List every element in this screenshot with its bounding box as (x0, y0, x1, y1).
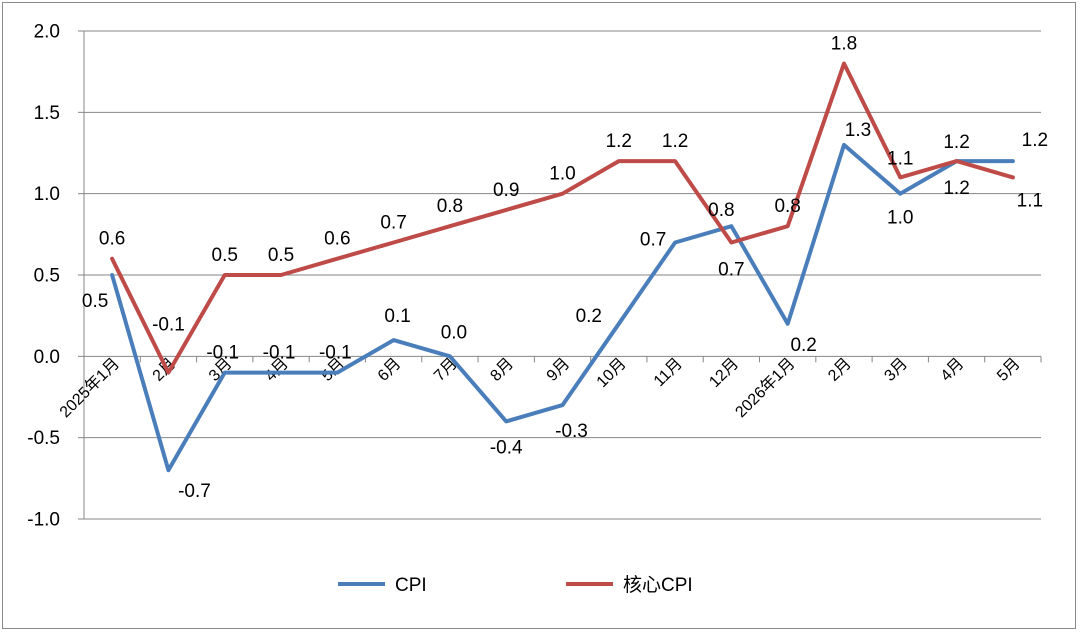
data-label: -0.4 (490, 437, 523, 458)
data-label: 1.2 (662, 131, 688, 152)
data-label: 0.5 (212, 245, 238, 266)
data-label: 0.8 (437, 196, 463, 217)
series-lines (110, 61, 1015, 473)
data-label: 1.1 (887, 148, 913, 169)
data-label: 1.1 (1017, 190, 1043, 211)
y-tick-label: 0.5 (34, 266, 60, 287)
data-label: 1.2 (943, 132, 969, 153)
data-label: 0.6 (99, 229, 125, 250)
y-tick-label: -1.0 (27, 510, 60, 531)
x-tick-label: 11月 (651, 355, 686, 390)
y-tick-label: 1.5 (34, 103, 60, 124)
data-label: 0.2 (576, 306, 602, 327)
x-tick-label: 10月 (594, 355, 630, 391)
x-tick-label: 8月 (487, 355, 517, 385)
data-label: 1.0 (887, 208, 913, 229)
legend: CPI 核心CPI (338, 574, 693, 596)
data-label: 0.5 (268, 245, 294, 266)
data-label: 0.0 (441, 322, 467, 343)
gridlines (84, 30, 1041, 520)
y-tick-label: 1.0 (34, 184, 60, 205)
data-label: 1.8 (831, 34, 857, 55)
data-label: 1.0 (549, 164, 575, 185)
data-label: 0.6 (324, 229, 350, 250)
x-tick-label: 9月 (544, 355, 574, 385)
legend-label: CPI (395, 575, 427, 596)
y-tick-label: 0.0 (34, 347, 60, 368)
data-label: 0.2 (790, 335, 816, 356)
y-tick-label: -0.5 (27, 428, 60, 449)
data-label: -0.1 (263, 343, 296, 364)
data-label: -0.7 (178, 481, 211, 502)
data-label: 0.1 (384, 306, 410, 327)
data-label: -0.1 (152, 315, 185, 336)
data-label: -0.1 (319, 343, 352, 364)
data-label: 0.7 (718, 259, 744, 280)
data-labels: 0.5 -0.7 -0.1 -0.1 -0.1 0.1 0.0 -0.4 -0.3 0.2 0.7 0… (82, 34, 1048, 503)
x-tick-label: 7月 (431, 355, 461, 385)
data-label: 1.2 (1022, 130, 1048, 151)
data-label: 0.8 (774, 196, 800, 217)
data-label: -0.1 (206, 343, 239, 364)
x-tick-label: 2025年1月 (56, 354, 123, 421)
data-label: 0.7 (640, 229, 666, 250)
data-label: 0.8 (708, 200, 734, 221)
x-tick-label: 12月 (706, 355, 742, 391)
data-label: 1.2 (943, 178, 969, 199)
x-tick-label: 5月 (994, 355, 1024, 385)
data-label: -0.3 (555, 421, 588, 442)
y-axis: 2.0 1.5 1.0 0.5 0.0 -0.5 -1.0 (27, 22, 85, 531)
series-line-1 (110, 61, 1015, 375)
x-tick-label: 2026年1月 (732, 354, 799, 421)
legend-label: 核心CPI (623, 574, 693, 596)
data-label: 0.5 (82, 291, 108, 312)
data-label: 0.7 (380, 212, 406, 233)
data-label: 1.2 (606, 131, 632, 152)
data-label: 0.9 (493, 180, 519, 201)
x-tick-label: 6月 (375, 355, 405, 385)
x-tick-label: 2月 (825, 355, 855, 385)
data-label: 1.3 (845, 120, 871, 141)
y-tick-label: 2.0 (34, 22, 60, 43)
x-tick-label: 4月 (938, 355, 968, 385)
series-line-0 (110, 142, 1015, 473)
x-tick-label: 3月 (881, 355, 911, 385)
